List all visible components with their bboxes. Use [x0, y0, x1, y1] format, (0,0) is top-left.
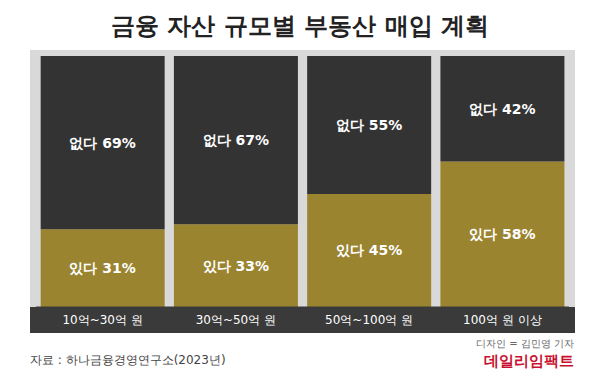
svg-text:10억~30억 원: 10억~30억 원 — [62, 313, 142, 327]
svg-text:50억~100억 원: 50억~100억 원 — [325, 313, 413, 327]
svg-text:없다 67%: 없다 67% — [203, 132, 269, 148]
html-text:금융 자산 규모별 부동산 매입 계획: 금융 자산 규모별 부동산 매입 계획 — [111, 12, 489, 40]
svg-text:없다 69%: 없다 69% — [69, 135, 135, 151]
svg-text:있다 33%: 있다 33% — [203, 258, 269, 274]
svg-text:100억 원 이상: 100억 원 이상 — [463, 313, 542, 327]
html-text:자료 : 하나금융경영연구소(2023년): 자료 : 하나금융경영연구소(2023년) — [30, 353, 226, 367]
svg-text:있다 45%: 있다 45% — [336, 242, 402, 258]
svg-text:없다 42%: 없다 42% — [469, 101, 535, 117]
html-text:데일리임팩트: 데일리임팩트 — [484, 352, 574, 370]
svg-text:있다 31%: 있다 31% — [69, 260, 135, 276]
html-text:디자인 = 김민영 기자: 디자인 = 김민영 기자 — [476, 338, 574, 349]
svg-text:없다 55%: 없다 55% — [336, 117, 402, 133]
svg-text:30억~50억 원: 30억~50억 원 — [196, 313, 276, 327]
svg-text:있다 58%: 있다 58% — [469, 226, 535, 242]
